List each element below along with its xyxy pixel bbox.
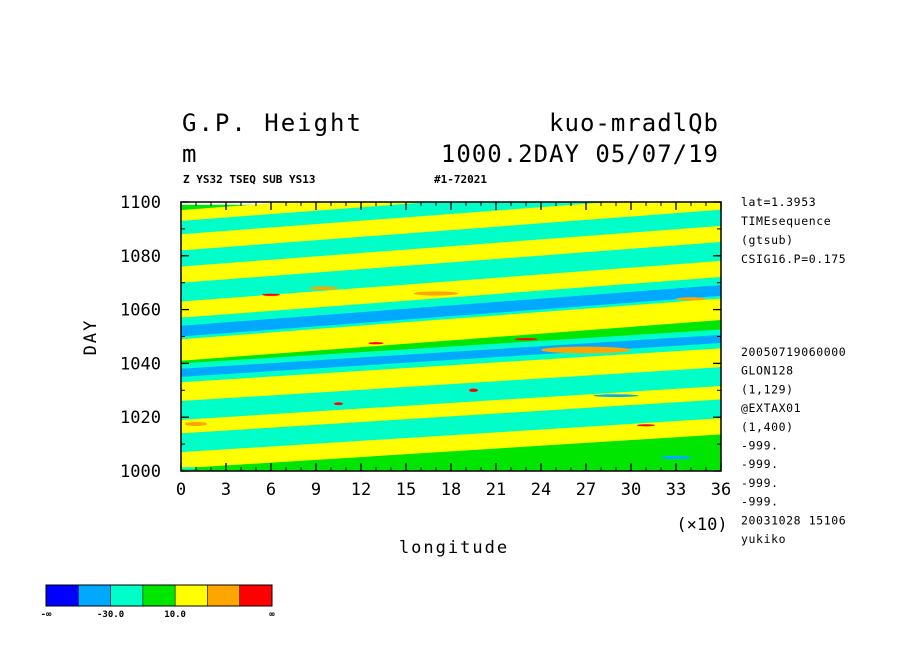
heatmap-band-10 — [181, 285, 721, 337]
heatmap-patch-1 — [413, 291, 459, 296]
side-info-line: -999. — [741, 495, 779, 509]
colorbar-frame — [45, 584, 273, 607]
x-tick-label: 9 — [311, 480, 321, 500]
colorbar-swatch — [207, 585, 241, 606]
colorbar-label: ∞ — [269, 610, 275, 620]
side-info-line: (1,400) — [741, 420, 794, 434]
side-info-line: -999. — [741, 476, 779, 490]
heatmap-band-12 — [181, 236, 721, 302]
heatmap-band-14 — [181, 207, 721, 267]
y-tick-label: 1000 — [120, 462, 161, 482]
side-info-bottom: 20050719060000 GLON128 (1,129) @EXTAX01 (1,4… — [741, 345, 846, 546]
colorbar-swatch — [175, 585, 208, 606]
heatmap-field — [181, 202, 721, 471]
x-tick-label: 15 — [396, 480, 416, 500]
heatmap-patch-2 — [308, 286, 339, 290]
x-tick-label: 21 — [486, 480, 506, 500]
side-info-line: CSIG16.P=0.175 — [741, 252, 846, 266]
y-axis-label: DAY — [81, 319, 101, 356]
side-info-line: (1,129) — [741, 382, 794, 396]
x-axis-multiplier: (×10) — [676, 515, 727, 535]
x-tick-label: 36 — [711, 480, 731, 500]
y-tick-label: 1020 — [120, 408, 161, 428]
x-tick-label: 24 — [531, 480, 551, 500]
chart-subtitle: 1000.2DAY 05/07/19 — [441, 140, 719, 168]
side-info-line: 20031028 15106 — [741, 513, 846, 527]
colorbar-label: -∞ — [41, 610, 52, 620]
heatmap-band-17 — [181, 202, 431, 221]
y-tick-label: 1060 — [120, 301, 161, 321]
heatmap-band-2 — [181, 399, 721, 453]
info-right: #1-72021 — [434, 173, 487, 186]
x-tick-label: 18 — [441, 480, 461, 500]
heatmap-patch-13 — [593, 394, 639, 398]
colorbar-label: -30.0 — [97, 610, 124, 620]
colorbar-swatch — [239, 585, 273, 606]
chart-unit: m — [182, 140, 196, 168]
x-tick-label: 30 — [621, 480, 641, 500]
heatmap-patch-7 — [368, 342, 384, 345]
colorbar: -∞ -30.0 10.0 ∞ — [41, 584, 275, 620]
heatmap-patch-11 — [181, 466, 196, 470]
heatmap-band-7 — [181, 334, 721, 377]
y-tick-label: 1040 — [120, 354, 161, 374]
side-info-line: lat=1.3953 — [741, 195, 816, 209]
heatmap-patch-4 — [262, 293, 280, 296]
heatmap-band-4 — [181, 364, 721, 420]
axes: 0 3 6 9 12 15 18 21 24 27 30 33 36100010201040106010… — [120, 193, 731, 500]
heatmap-patch-8 — [334, 402, 343, 406]
side-info-line: -999. — [741, 457, 779, 471]
side-info-line: 20050719060000 — [741, 345, 846, 359]
info-left: Z YS32 TSEQ SUB YS13 — [183, 173, 315, 186]
heatmap-patch-6 — [514, 338, 538, 341]
chart-title-right: kuo-mradlQb — [549, 109, 719, 137]
x-tick-label: 0 — [176, 480, 186, 500]
heatmap-patch-12 — [661, 455, 691, 460]
heatmap-patch-5 — [469, 388, 478, 392]
heatmap-band-15 — [181, 202, 721, 251]
heatmap-patch-10 — [184, 421, 208, 426]
colorbar-label: 10.0 — [164, 610, 186, 620]
side-info-line: (gtsub) — [741, 233, 794, 247]
colorbar-swatch — [110, 585, 144, 606]
x-tick-label: 33 — [666, 480, 686, 500]
x-tick-label: 6 — [266, 480, 276, 500]
colorbar-swatch — [78, 585, 112, 606]
x-tick-label: 3 — [221, 480, 231, 500]
x-tick-label: 27 — [576, 480, 596, 500]
chart-title: G.P. Height — [182, 109, 363, 137]
side-info-line: TIMEsequence — [741, 214, 831, 228]
heatmap-patch-0 — [541, 346, 631, 354]
side-info-line: yukiko — [741, 532, 786, 546]
y-tick-label: 1100 — [120, 193, 161, 213]
side-info-top: lat=1.3953 TIMEsequence (gtsub) CSIG16.P=0.… — [741, 195, 846, 266]
x-tick-label: 12 — [351, 480, 371, 500]
colorbar-swatch — [46, 585, 79, 606]
colorbar-swatch — [142, 585, 176, 606]
heatmap-patch-3 — [676, 297, 706, 301]
y-tick-label: 1080 — [120, 247, 161, 267]
side-info-line: -999. — [741, 439, 779, 453]
heatmap-patch-9 — [637, 424, 655, 427]
heatmap-band-5 — [181, 342, 721, 402]
x-axis-label: longitude — [399, 538, 509, 558]
side-info-line: @EXTAX01 — [741, 401, 801, 415]
heatmap-band-11 — [181, 258, 721, 318]
side-info-line: GLON128 — [741, 364, 794, 378]
